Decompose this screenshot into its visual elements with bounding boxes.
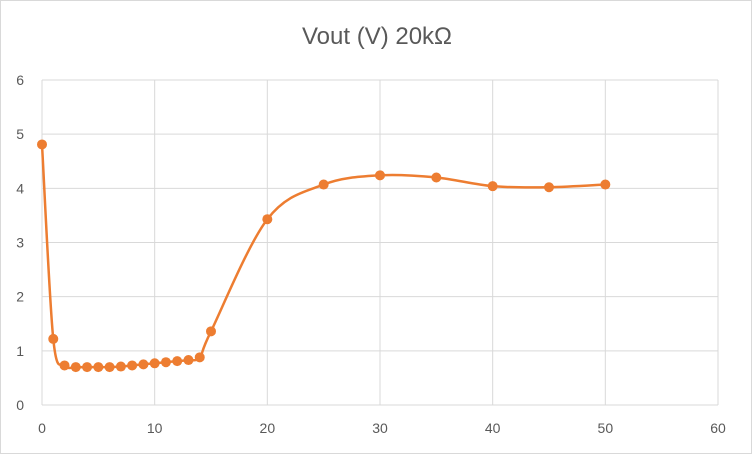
data-point (262, 214, 273, 225)
data-point (600, 179, 611, 190)
x-tick-label: 0 (38, 420, 46, 436)
y-tick-label: 2 (16, 289, 24, 305)
y-tick-label: 3 (16, 235, 24, 251)
data-point (93, 362, 104, 373)
data-point (431, 172, 442, 183)
data-point (138, 359, 149, 370)
series-line (40, 144, 606, 370)
y-tick-label: 6 (16, 72, 24, 88)
data-point (127, 360, 138, 371)
data-point (194, 352, 205, 363)
data-point (37, 139, 47, 150)
data-point (544, 182, 554, 193)
chart-title: Vout (V) 20kΩ (302, 23, 452, 50)
data-point (318, 179, 329, 190)
y-tick-label: 1 (16, 343, 24, 359)
data-point (59, 360, 70, 371)
data-point (183, 355, 194, 366)
data-point (160, 357, 171, 368)
y-tick-label: 0 (16, 397, 24, 413)
data-point (375, 170, 385, 181)
data-point (172, 356, 183, 367)
x-tick-label: 30 (372, 420, 388, 436)
x-tick-label: 60 (710, 420, 726, 436)
data-point (82, 362, 93, 373)
x-tick-label: 10 (147, 420, 163, 436)
data-point (70, 362, 81, 373)
x-tick-label: 20 (260, 420, 276, 436)
x-tick-label: 40 (485, 420, 501, 436)
x-axis-tick-labels: 0 10 20 30 40 50 60 (38, 420, 726, 436)
data-point (48, 333, 59, 344)
data-point (104, 362, 115, 373)
data-point (149, 358, 160, 369)
x-gridlines (41, 80, 719, 405)
y-axis-tick-labels: 0 1 2 3 4 5 6 (16, 72, 24, 413)
series-group (37, 139, 611, 373)
y-tick-label: 4 (16, 180, 24, 196)
data-point (115, 361, 126, 372)
data-point (206, 326, 216, 337)
y-tick-label: 5 (16, 126, 24, 142)
data-point (487, 181, 498, 192)
x-tick-label: 50 (598, 420, 614, 436)
